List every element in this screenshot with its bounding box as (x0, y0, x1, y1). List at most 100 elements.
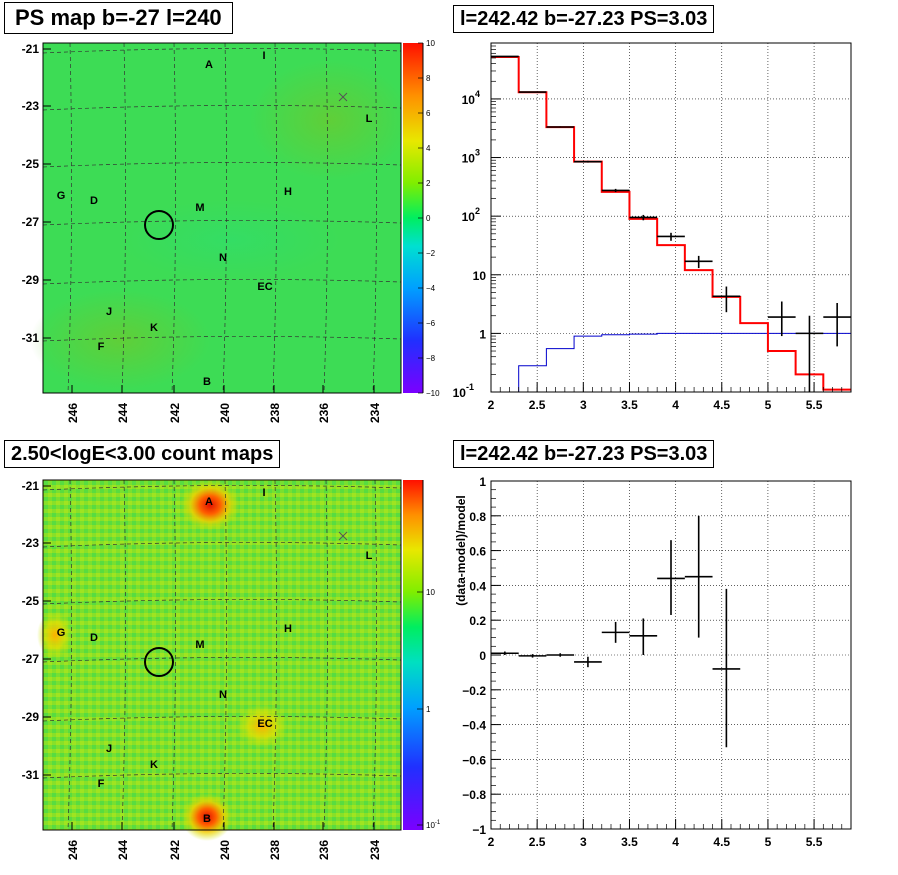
grid-line (42, 657, 402, 663)
x-tick-label: 5 (765, 398, 772, 412)
x-tick-label: 4.5 (713, 398, 730, 412)
grid-line (42, 279, 402, 285)
colorbar-tick-label: 10 (426, 588, 435, 597)
x-tick-label: 3 (580, 835, 587, 849)
spectrum-axes: 2 2.5 3 3.5 4 4.5 5 5.5 10-1 1 10 102 103 104 (453, 42, 852, 412)
x-tick-group: 238 (268, 840, 282, 860)
source-label-g: G (57, 627, 66, 639)
grid-line (42, 599, 402, 605)
y-tick-label: -29 (22, 273, 40, 287)
y-tick-label: -31 (22, 768, 40, 782)
spectrum-title: l=242.42 b=-27.23 PS=3.03 (453, 5, 715, 33)
y-tick-label: -31 (22, 331, 40, 345)
x-tick-group: 244 (116, 403, 130, 423)
residual-axes: 2 2.5 3 3.5 4 4.5 5 5.5 1 0.8 0.6 0.4 0.2 0 −0.2 −0.4 −0… (454, 475, 852, 849)
ps-map-structure (250, 60, 410, 180)
residual-panel: 2 2.5 3 3.5 4 4.5 5 5.5 1 0.8 0.6 0.4 0.2 0 −0.2 −0.4 −0… (449, 437, 898, 875)
colorbar-tick-label: 1 (426, 705, 431, 714)
source-label-g: G (57, 190, 66, 202)
colorbar-tick-exponent: -1 (435, 820, 441, 826)
y-tick-label: 0.4 (469, 579, 486, 593)
x-tick-label: 5 (765, 835, 772, 849)
source-label-d: D (90, 195, 98, 207)
x-tick-label: 240 (218, 403, 232, 423)
y-tick-label: −0.4 (462, 719, 486, 733)
colorbar-tick-label: 4 (426, 144, 431, 153)
x-tick-label: 4.5 (713, 835, 730, 849)
grid-line (67, 42, 72, 394)
colorbar-tick-label: 10 (426, 39, 435, 48)
x-tick-label: 242 (168, 403, 182, 423)
grid-line (42, 220, 402, 226)
cross-marker (338, 531, 348, 541)
residual-data-points (491, 515, 741, 748)
x-tick-label: 5.5 (806, 835, 823, 849)
y-tick-label: 1 (479, 475, 486, 489)
x-tick-label: 2 (488, 398, 495, 412)
x-tick-label: 2.5 (529, 398, 546, 412)
x-tick-label: 246 (66, 403, 80, 423)
source-label-n: N (219, 689, 227, 701)
x-tick-label: 240 (218, 840, 232, 860)
source-label-a: A (205, 496, 213, 508)
x-tick-label: 244 (116, 403, 130, 423)
spectrum-frame (490, 42, 852, 393)
grid-line (323, 42, 328, 394)
y-tick-label: 0.2 (469, 614, 486, 628)
y-tick-exponent: 4 (475, 89, 480, 99)
residual-title: l=242.42 b=-27.23 PS=3.03 (453, 440, 715, 468)
x-tick-label: 238 (268, 403, 282, 423)
y-tick-label: -27 (22, 652, 40, 666)
grid-line (42, 716, 402, 722)
x-tick-group: 242 (168, 840, 182, 860)
source-label-a: A (205, 59, 213, 71)
y-tick-label: −0.8 (462, 788, 486, 802)
grid-line (222, 479, 227, 831)
count-colorbar-ticks: 10 1 10-1 (417, 480, 441, 830)
source-label-i: I (262, 50, 265, 62)
ps-colorbar-ticks: 10 8 6 4 2 0 −2 −4 −6 −8 −10 (418, 39, 440, 398)
colorbar-tick-label: −2 (426, 249, 436, 258)
source-label-b: B (203, 813, 211, 825)
source-label-m: M (195, 639, 204, 651)
x-tick-label: 242 (168, 840, 182, 860)
y-tick-exponent: 3 (475, 148, 480, 158)
y-tick-label: -21 (22, 42, 40, 56)
x-tick-label: 234 (368, 840, 382, 860)
x-tick-label: 3.5 (621, 398, 638, 412)
colorbar-tick-label: −10 (426, 389, 440, 398)
y-tick-label: 0.8 (469, 510, 486, 524)
count-map-source-blob (181, 793, 233, 841)
source-label-d: D (90, 632, 98, 644)
x-tick-label: 236 (317, 840, 331, 860)
x-tick-label: 238 (268, 840, 282, 860)
x-tick-group: 236 (317, 840, 331, 860)
x-tick-label: 3 (580, 398, 587, 412)
count-map-panel: A I L G D M H N EC J K F B 246 244 242 240 238 236 234 -21 -… (0, 437, 449, 875)
colorbar-tick-label: 2 (426, 179, 431, 188)
source-label-m: M (195, 202, 204, 214)
target-circle-marker (144, 210, 174, 240)
x-tick-label: 4 (672, 835, 679, 849)
source-label-l: L (366, 113, 373, 125)
y-tick-exponent: -1 (466, 382, 474, 392)
ps-map-axes: 246 244 242 240 238 236 234 -21 -23 -25 -27 -29 -31 (22, 42, 382, 423)
grid-line (272, 42, 277, 394)
grid-line (42, 48, 402, 54)
count-map-source-labels: A I L G D M H N EC J K F B (57, 487, 373, 825)
grid-line (42, 162, 402, 168)
x-tick-group: 234 (368, 403, 382, 423)
x-tick-group: 238 (268, 403, 282, 423)
count-map-frame (42, 479, 402, 831)
target-circle-marker (144, 647, 174, 677)
colorbar-tick-label: 0 (426, 214, 431, 223)
grid-line (42, 542, 402, 548)
source-label-j: J (106, 306, 112, 318)
x-tick-label: 236 (317, 403, 331, 423)
y-tick-label: −0.6 (462, 753, 486, 767)
y-tick-label: 1 (479, 327, 486, 341)
y-tick-exponent: 2 (475, 206, 480, 216)
colorbar-tick-label: 10-1 (426, 820, 441, 830)
count-map-grid (42, 479, 402, 831)
x-tick-label: 5.5 (806, 398, 823, 412)
